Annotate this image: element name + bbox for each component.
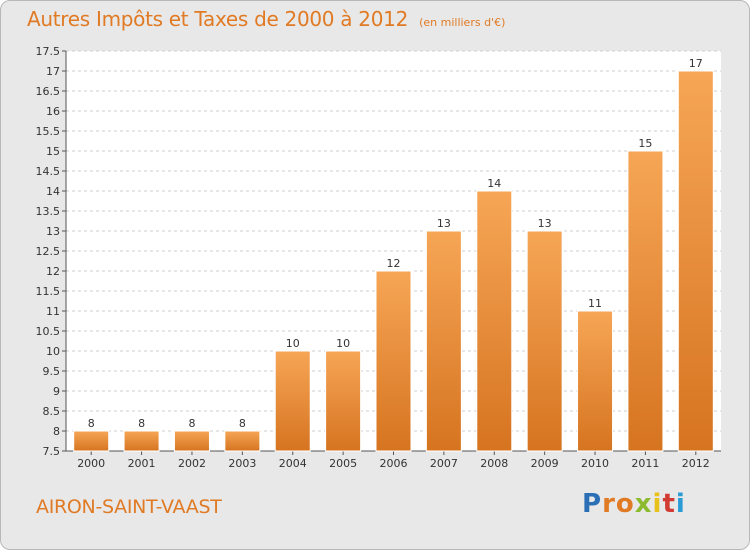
bar[interactable] [677,70,714,452]
data-labels: 8 8 8 8 10 10 12 13 14 13 11 15 17 [88,57,703,430]
y-tick-label: 8.5 [43,405,61,418]
y-tick-label: 15.5 [36,125,61,138]
data-label: 15 [638,137,652,150]
data-label: 10 [286,337,300,350]
bar[interactable] [375,270,412,452]
y-tick-label: 14 [46,185,60,198]
y-tick-label: 10 [46,345,60,358]
town-name: AIRON-SAINT-VAAST [36,496,222,518]
x-tick-label: 2001 [128,457,156,470]
y-tick-label: 13 [46,225,60,238]
x-tick-label: 2010 [581,457,609,470]
bar[interactable] [123,430,160,452]
x-tick-label: 2006 [380,457,408,470]
logo-letter: t [662,489,676,519]
data-label: 17 [689,57,703,70]
data-label: 8 [188,417,195,430]
bar[interactable] [425,230,462,452]
y-tick-label: 11.5 [36,285,61,298]
data-label: 12 [387,257,401,270]
bars [73,70,714,452]
y-tick-label: 17.5 [36,45,61,58]
x-tick-label: 2003 [228,457,256,470]
bar[interactable] [526,230,563,452]
data-label: 11 [588,297,602,310]
x-tick-label: 2004 [279,457,307,470]
x-tick-label: 2009 [531,457,559,470]
axes: 7.5 8 8.5 9 9.5 10 10.5 11 11.5 12 12.5 13 13.5 14 14.… [36,45,721,470]
bar[interactable] [73,430,110,452]
y-tick-label: 16 [46,105,60,118]
y-tick-label: 9.5 [43,365,61,378]
y-tick-label: 17 [46,65,60,78]
y-tick-label: 16.5 [36,85,61,98]
data-label: 8 [138,417,145,430]
bar[interactable] [274,350,311,452]
logo-letter: o [615,489,635,519]
data-label: 10 [336,337,350,350]
y-tick-label: 13.5 [36,205,61,218]
bar[interactable] [224,430,261,452]
x-tick-label: 2011 [631,457,659,470]
chart-title-block: Autres Impôts et Taxes de 2000 à 2012 (e… [27,7,505,31]
y-tick-label: 9 [53,385,60,398]
y-tick-label: 10.5 [36,325,61,338]
y-tick-label: 12.5 [36,245,61,258]
bar[interactable] [476,190,513,452]
data-label: 8 [239,417,246,430]
logo-letter: r [602,489,616,519]
x-tick-label: 2000 [77,457,105,470]
y-tick-label: 15 [46,145,60,158]
logo-letter: i [652,489,663,519]
proxiti-logo[interactable]: Proxiti [582,489,686,519]
y-tick-label: 8 [53,425,60,438]
bar[interactable] [627,150,664,452]
x-tick-label: 2002 [178,457,206,470]
chart-subtitle: (en milliers d'€) [419,16,506,29]
data-label: 14 [487,177,501,190]
bar[interactable] [325,350,362,452]
y-tick-label: 12 [46,265,60,278]
y-tick-label: 7.5 [43,445,61,458]
x-tick-label: 2005 [329,457,357,470]
x-tick-label: 2008 [480,457,508,470]
data-label: 13 [437,217,451,230]
x-tick-label: 2012 [682,457,710,470]
bar[interactable] [577,310,614,452]
x-tick-label: 2007 [430,457,458,470]
logo-letter: P [582,489,603,519]
logo-letter: i [675,489,686,519]
y-tick-label: 14.5 [36,165,61,178]
y-tick-label: 11 [46,305,60,318]
logo-letter: x [634,489,653,519]
bar[interactable] [173,430,210,452]
data-label: 13 [538,217,552,230]
data-label: 8 [88,417,95,430]
chart-title: Autres Impôts et Taxes de 2000 à 2012 [27,7,408,31]
